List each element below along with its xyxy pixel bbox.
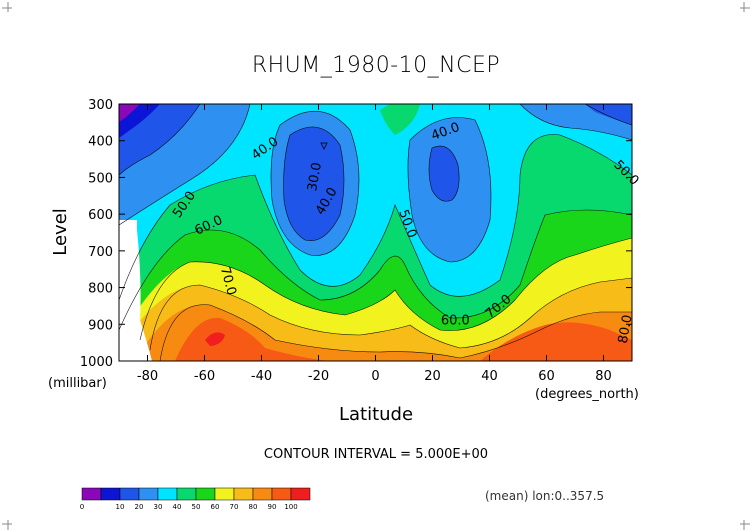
x-tick-label: -60 bbox=[194, 369, 215, 384]
y-tick-label: 700 bbox=[88, 245, 113, 260]
x-tick-label: 40 bbox=[481, 369, 498, 384]
band-0-10-south bbox=[119, 104, 140, 122]
colorbar-label: 0 bbox=[80, 503, 84, 511]
y-tick-label: 300 bbox=[88, 98, 113, 113]
colorbar-swatch bbox=[138, 487, 159, 501]
band-20-30-subtrop-s bbox=[283, 127, 344, 241]
colorbar-swatch bbox=[252, 487, 273, 501]
band-20-30-subtrop-n bbox=[429, 146, 460, 202]
y-axis: 300 400 500 600 700 800 900 1000 bbox=[80, 98, 632, 370]
colorbar-swatch bbox=[214, 487, 235, 501]
contour-field bbox=[118, 103, 633, 362]
colorbar-swatch bbox=[157, 487, 178, 501]
x-tick-label: 20 bbox=[424, 369, 441, 384]
colorbar-swatch bbox=[119, 487, 140, 501]
contour-label: 30.0 bbox=[305, 161, 325, 192]
colorbar-label: 20 bbox=[135, 503, 144, 511]
colorbar-label: 30 bbox=[154, 503, 163, 511]
x-tick-label: -20 bbox=[308, 369, 329, 384]
y-axis-unit: (millibar) bbox=[48, 376, 107, 391]
y-tick-label: 800 bbox=[88, 282, 113, 297]
band-90-100 bbox=[175, 317, 330, 361]
x-tick-label: 80 bbox=[595, 369, 612, 384]
colorbar-label: 90 bbox=[268, 503, 277, 511]
y-tick-label: 500 bbox=[88, 171, 113, 186]
contour-label: 70.0 bbox=[217, 265, 239, 297]
x-tick-label: 60 bbox=[538, 369, 555, 384]
x-axis: -80 -60 -40 -20 0 20 40 60 80 bbox=[137, 104, 612, 384]
x-tick-label: 0 bbox=[371, 369, 379, 384]
y-tick-label: 600 bbox=[88, 208, 113, 223]
colorbar-swatch bbox=[195, 487, 216, 501]
colorbar-swatch bbox=[233, 487, 254, 501]
colorbar-label: 10 bbox=[116, 503, 125, 511]
colorbar-swatch bbox=[271, 487, 292, 501]
colorbar-label: 60 bbox=[211, 503, 220, 511]
y-axis-label: Level bbox=[50, 208, 71, 256]
colorbar-label: 80 bbox=[249, 503, 258, 511]
colorbar-label: 50 bbox=[192, 503, 201, 511]
x-tick-label: -40 bbox=[251, 369, 272, 384]
contour-interval: CONTOUR INTERVAL = 5.000E+00 bbox=[264, 447, 488, 462]
contour-label: 80.0 bbox=[616, 314, 636, 345]
contour-label: 60.0 bbox=[441, 313, 470, 328]
colorbar-swatch bbox=[290, 487, 311, 501]
y-tick-label: 400 bbox=[88, 135, 113, 150]
x-axis-unit: (degrees_north) bbox=[535, 387, 639, 402]
x-tick-label: -80 bbox=[137, 369, 158, 384]
colorbar-label: 100 bbox=[284, 503, 297, 511]
y-tick-label: 900 bbox=[88, 318, 113, 333]
colorbar-label: 40 bbox=[173, 503, 182, 511]
y-tick-label: 1000 bbox=[80, 355, 113, 370]
colorbar-swatch bbox=[81, 487, 102, 501]
colorbar-swatch bbox=[100, 487, 121, 501]
mean-lon-note: (mean) lon:0..357.5 bbox=[485, 489, 604, 503]
colorbar-swatch bbox=[176, 487, 197, 501]
colorbar-label: 70 bbox=[230, 503, 239, 511]
colorbar: 0 10 20 30 40 50 60 70 80 90 100 bbox=[80, 487, 311, 511]
chart-title: RHUM_1980-10_NCEP bbox=[252, 53, 500, 78]
x-axis-label: Latitude bbox=[339, 404, 413, 425]
